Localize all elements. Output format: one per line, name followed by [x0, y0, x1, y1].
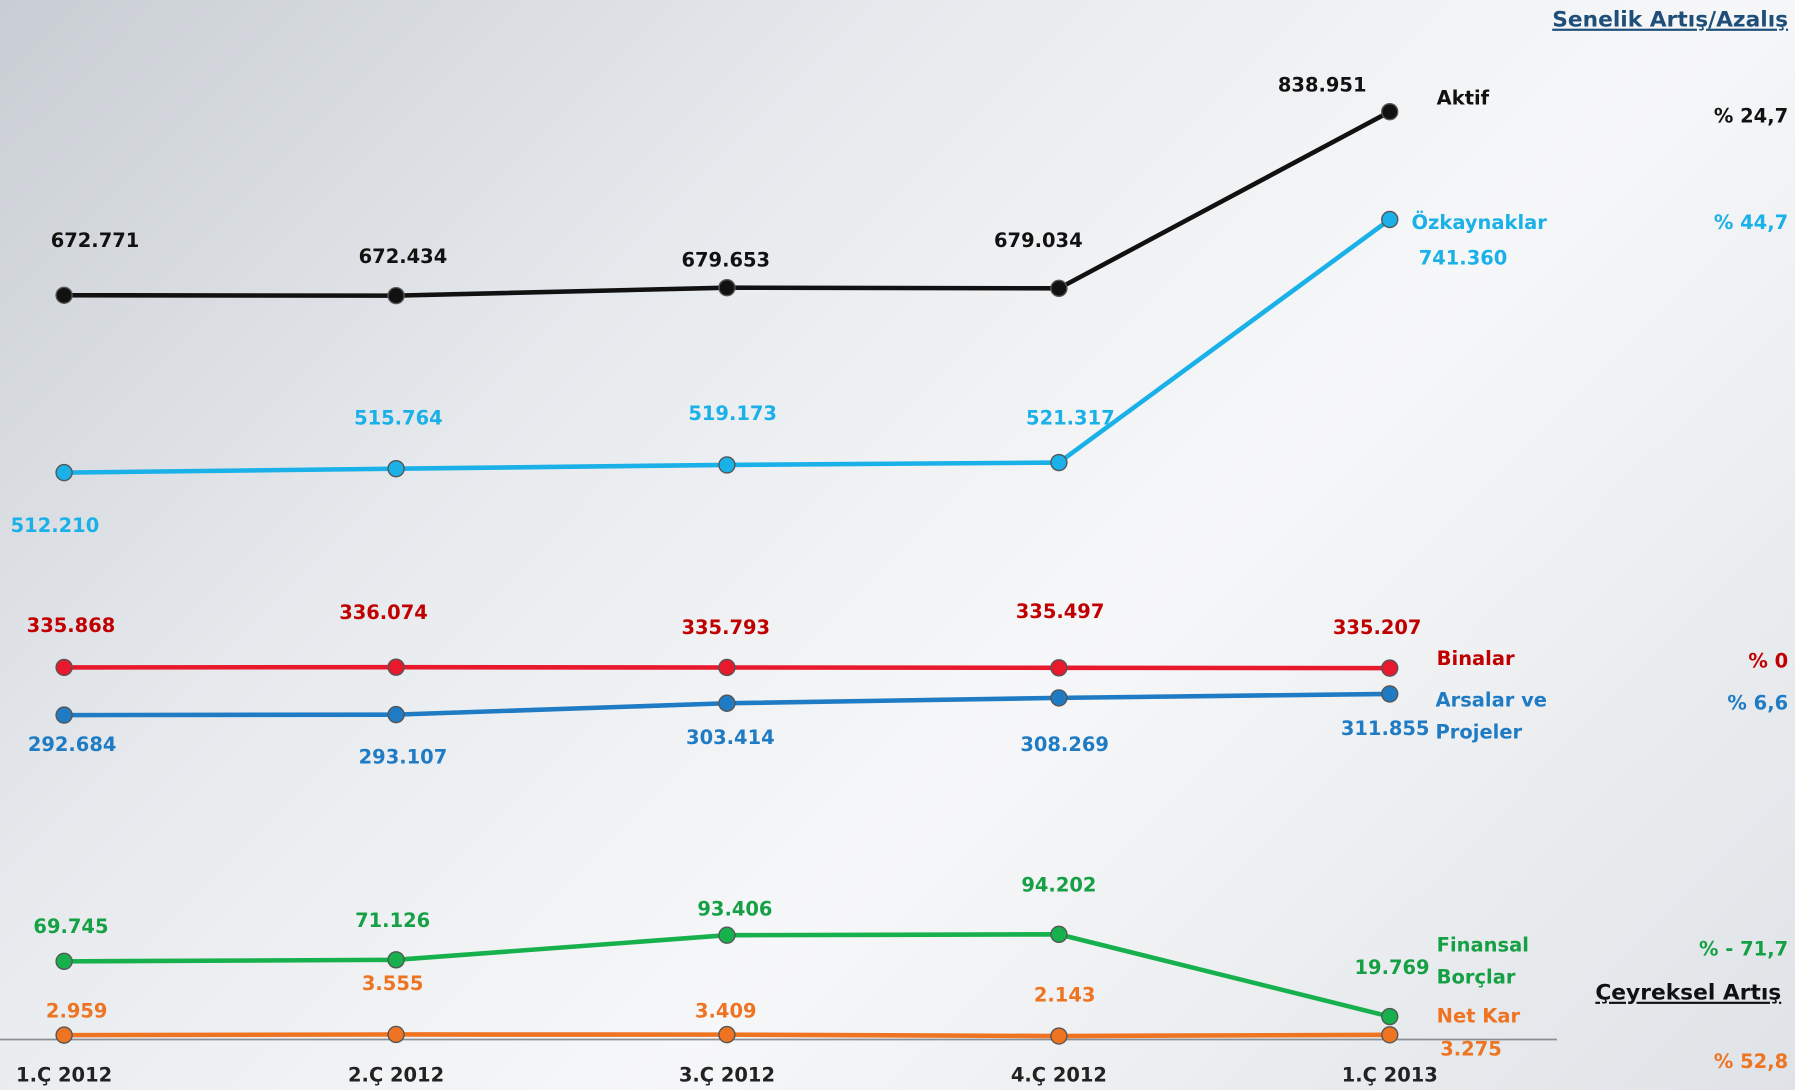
quarterly-header: Çeyreksel Artış — [1595, 981, 1781, 1006]
point — [719, 457, 735, 473]
series-name: Aktif — [1437, 83, 1563, 115]
x-tick-label: 1.Ç 2012 — [16, 1064, 112, 1087]
value-label: 335.497 — [1016, 600, 1105, 623]
series-name-box: Finansal Borçlar — [1437, 930, 1551, 1010]
value-label: 335.207 — [1333, 616, 1422, 639]
value-label: 335.793 — [681, 616, 770, 639]
value-label: 838.951 — [1278, 73, 1367, 96]
value-label: 308.269 — [1020, 733, 1109, 756]
value-label: 3.409 — [695, 1000, 757, 1023]
series-name: Net Kar — [1437, 1001, 1551, 1033]
point — [1051, 455, 1067, 471]
annual-change: % 24,7 — [1714, 104, 1788, 127]
annual-change: % - 71,7 — [1699, 938, 1788, 961]
value-label: 69.745 — [33, 915, 108, 938]
value-label: 2.143 — [1034, 984, 1096, 1007]
point — [388, 707, 404, 723]
annual-change: % 6,6 — [1727, 692, 1788, 715]
point — [1051, 1028, 1067, 1044]
annual-change: % 52,8 — [1714, 1050, 1788, 1073]
point — [1051, 280, 1067, 296]
chart: Senelik Artış/Azalış Çeyreksel Artış 1.Ç… — [0, 0, 1795, 1090]
value-label: 336.074 — [339, 601, 428, 624]
value-label: 672.434 — [359, 245, 448, 268]
series-name-box: Aktif — [1437, 83, 1563, 163]
point — [388, 288, 404, 304]
point — [719, 695, 735, 711]
series-name-box: Net Kar — [1437, 1001, 1551, 1081]
point — [1382, 104, 1398, 120]
series-name: Binalar — [1437, 643, 1551, 675]
point — [1051, 926, 1067, 942]
value-label: 93.406 — [697, 898, 772, 921]
value-label: 679.034 — [994, 229, 1083, 252]
value-label: 515.764 — [354, 407, 443, 430]
series-name: Arsalar ve Projeler — [1436, 685, 1550, 749]
value-label: 519.173 — [688, 402, 777, 425]
x-tick-label: 3.Ç 2012 — [679, 1064, 775, 1087]
value-label: 335.868 — [27, 614, 116, 637]
point — [1382, 660, 1398, 676]
value-label: 19.769 — [1355, 956, 1430, 979]
value-label: 3.555 — [362, 972, 424, 995]
value-label: 2.959 — [46, 1000, 108, 1023]
x-tick-label: 4.Ç 2012 — [1011, 1064, 1107, 1087]
x-tick-label: 2.Ç 2012 — [348, 1064, 444, 1087]
point — [1051, 660, 1067, 676]
point — [719, 280, 735, 296]
annual-change: % 0 — [1748, 649, 1788, 672]
point — [719, 927, 735, 943]
value-label: 672.771 — [51, 229, 140, 252]
value-label: 303.414 — [686, 726, 775, 749]
value-label: 71.126 — [355, 909, 430, 932]
point — [1382, 1009, 1398, 1025]
point — [388, 1026, 404, 1042]
value-label: 521.317 — [1026, 407, 1115, 430]
series-name: Özkaynaklar — [1412, 207, 1595, 239]
point — [56, 465, 72, 481]
annual-header: Senelik Artış/Azalış — [1552, 8, 1788, 33]
point — [1051, 690, 1067, 706]
point — [719, 659, 735, 675]
annual-change: % 44,7 — [1714, 211, 1788, 234]
series-name-box: Özkaynaklar — [1412, 207, 1595, 287]
value-label: 292.684 — [28, 733, 117, 756]
value-label: 94.202 — [1021, 874, 1096, 897]
point — [56, 1027, 72, 1043]
point — [388, 659, 404, 675]
point — [388, 461, 404, 477]
value-label: 512.210 — [11, 514, 100, 537]
page: {"chart_data": {"type": "line", "header"… — [0, 0, 1795, 1090]
series-name: Finansal Borçlar — [1437, 930, 1551, 994]
value-label: 311.855 — [1341, 717, 1430, 740]
point — [56, 287, 72, 303]
point — [1382, 1027, 1398, 1043]
point — [56, 953, 72, 969]
point — [1382, 211, 1398, 227]
value-label: 293.107 — [359, 745, 448, 768]
point — [388, 952, 404, 968]
point — [56, 707, 72, 723]
point — [56, 659, 72, 675]
point — [719, 1027, 735, 1043]
value-label: 679.653 — [681, 249, 770, 272]
x-tick-label: 1.Ç 2013 — [1342, 1064, 1438, 1087]
point — [1382, 686, 1398, 702]
series-name-box: Arsalar ve Projeler — [1436, 685, 1550, 765]
